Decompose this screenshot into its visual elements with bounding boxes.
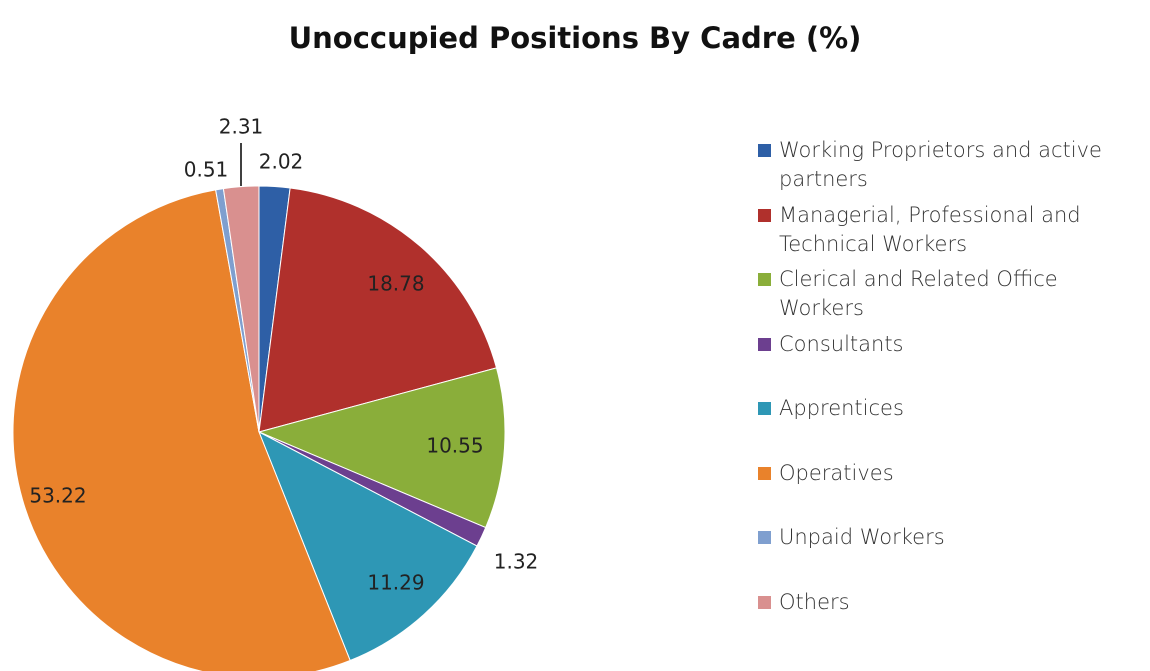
pie-slice bbox=[257, 367, 506, 529]
data-label: 11.29 bbox=[367, 571, 424, 595]
legend-swatch bbox=[758, 337, 771, 351]
legend-label: Unpaid Workers bbox=[779, 525, 945, 549]
legend: Working Proprietors and active partners M… bbox=[758, 136, 1143, 652]
legend-label: Consultants bbox=[779, 331, 904, 356]
pie-slice bbox=[222, 185, 260, 433]
legend-entry: Working Proprietors and active partners bbox=[758, 136, 1143, 201]
legend-entry: Consultants bbox=[758, 330, 1143, 395]
legend-label: Working Proprietors and active partners bbox=[779, 138, 1102, 191]
legend-entry: Unpaid Workers bbox=[758, 523, 1143, 588]
legend-swatch bbox=[758, 531, 771, 544]
data-label: 2.02 bbox=[259, 150, 304, 174]
legend-label: Apprentices bbox=[779, 396, 904, 420]
legend-entry: Operatives bbox=[758, 459, 1143, 524]
legend-entry: Apprentices bbox=[758, 394, 1143, 459]
data-label: 2.31 bbox=[219, 115, 264, 139]
legend-swatch bbox=[758, 273, 771, 286]
data-label: 1.32 bbox=[494, 550, 539, 574]
data-label: 10.55 bbox=[426, 434, 483, 458]
data-label: 53.22 bbox=[29, 484, 86, 508]
legend-label: Others bbox=[779, 589, 850, 614]
data-label: 0.51 bbox=[184, 158, 229, 182]
legend-entry: Clerical and Related Office Workers bbox=[758, 265, 1143, 330]
legend-label: Operatives bbox=[779, 460, 894, 485]
legend-label: Managerial, Professional and Technical W… bbox=[779, 202, 1081, 256]
pie-slice bbox=[258, 187, 498, 433]
data-label: 18.78 bbox=[367, 272, 424, 296]
legend-swatch bbox=[758, 208, 771, 222]
legend-swatch bbox=[758, 402, 771, 415]
legend-swatch bbox=[758, 466, 771, 480]
chart-title: Unoccupied Positions By Cadre (%) bbox=[289, 21, 862, 55]
legend-entry: Others bbox=[758, 588, 1143, 653]
legend-label: Clerical and Related Office Workers bbox=[779, 267, 1058, 320]
legend-entry: Managerial, Professional and Technical W… bbox=[758, 201, 1143, 266]
legend-swatch bbox=[758, 595, 771, 609]
pie-slice bbox=[258, 430, 478, 662]
legend-swatch bbox=[758, 144, 771, 157]
pie-slice bbox=[12, 189, 351, 671]
